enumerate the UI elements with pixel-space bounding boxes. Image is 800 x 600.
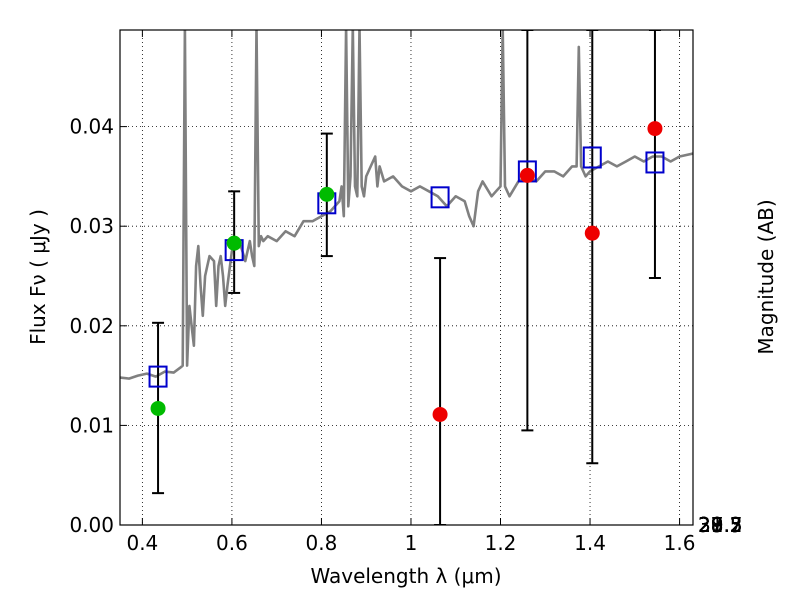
model-point [430, 186, 450, 209]
non-detection-point [647, 121, 663, 137]
right-axis-title: Magnitude (AB) [754, 199, 778, 354]
non-detection-point [584, 225, 600, 241]
y-tick-label: 0.00 [69, 513, 114, 537]
mag-tick-label: 27.3 [698, 513, 743, 537]
mag-tick-label: 28.5 [698, 513, 743, 537]
y-axis-title: Flux Fν ( μJy ) [26, 209, 50, 345]
detection-point [319, 186, 335, 202]
x-axis-title: Wavelength λ (μm) [310, 564, 501, 588]
x-tick-label: 0.4 [126, 531, 158, 555]
y-tick-label: 0.02 [69, 314, 114, 338]
x-tick-label: 1 [405, 531, 418, 555]
non-detection-point [519, 167, 535, 183]
model-point [582, 146, 602, 169]
mag-tick-label: 31 [698, 513, 723, 537]
mag-tick-label: 29 [698, 513, 723, 537]
model-point [148, 365, 168, 388]
spectrum-line [120, 30, 693, 380]
x-tick-label: 1.4 [574, 531, 606, 555]
mag-tick-label: 28.2 [698, 513, 743, 537]
plot-area [120, 30, 693, 525]
x-tick-label: 1.2 [485, 531, 517, 555]
mag-tick-label: 30 [698, 513, 723, 537]
x-tick-label: 1.6 [664, 531, 696, 555]
y-tick-label: 0.04 [69, 115, 114, 139]
x-tick-label: 0.6 [216, 531, 248, 555]
grid [120, 30, 693, 526]
plot-frame [119, 29, 694, 526]
non-detection-point [432, 406, 448, 422]
mag-tick-label: 28 [698, 513, 723, 537]
model-point [645, 151, 665, 174]
detection-point [150, 400, 166, 416]
mag-tick-label: 27.2 [698, 513, 743, 537]
detection-point [226, 235, 242, 251]
x-tick-label: 0.8 [306, 531, 338, 555]
mag-tick-label: 27.7 [698, 513, 743, 537]
y-tick-label: 0.01 [69, 413, 114, 437]
y-tick-label: 0.03 [69, 214, 114, 238]
mag-tick-label: 29.5 [698, 513, 743, 537]
mag-tick-label: 27.5 [698, 513, 743, 537]
axes: 0.4 0.6 0.8 1 1.2 1.4 1.6 0.00 0.01 0.02 0.03 0.04 2… [69, 30, 743, 555]
